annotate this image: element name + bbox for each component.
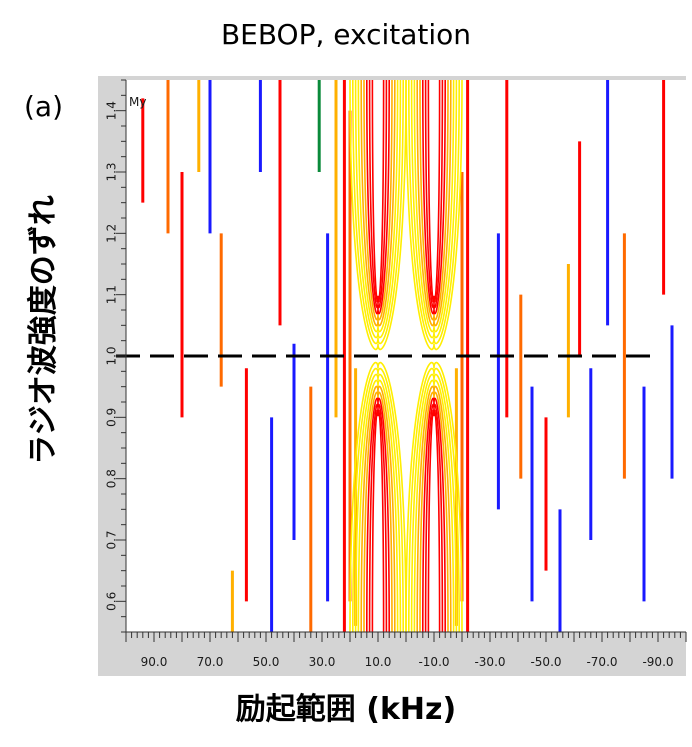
y-tick-label: 0.6 xyxy=(105,592,119,611)
x-tick-label: 70.0 xyxy=(197,655,224,669)
x-tick-label: 90.0 xyxy=(141,655,168,669)
y-tick-label: 1.1 xyxy=(105,285,119,304)
inset-label: My xyxy=(129,95,146,109)
x-tick-label: 50.0 xyxy=(253,655,280,669)
x-tick-label: 10.0 xyxy=(365,655,392,669)
x-tick-label: -90.0 xyxy=(642,655,673,669)
x-tick-label: -50.0 xyxy=(530,655,561,669)
x-tick-label: -10.0 xyxy=(418,655,449,669)
y-tick-label: 0.9 xyxy=(105,408,119,427)
y-tick-label: 1.2 xyxy=(105,224,119,243)
y-tick-label: 0.7 xyxy=(105,530,119,549)
x-tick-label: -70.0 xyxy=(586,655,617,669)
y-tick-label: 1.0 xyxy=(105,346,119,365)
y-tick-label: 1.3 xyxy=(105,162,119,181)
y-tick-label: 0.8 xyxy=(105,469,119,488)
y-tick-label: 1.4 xyxy=(105,101,119,120)
x-tick-label: -30.0 xyxy=(474,655,505,669)
x-tick-label: 30.0 xyxy=(309,655,336,669)
